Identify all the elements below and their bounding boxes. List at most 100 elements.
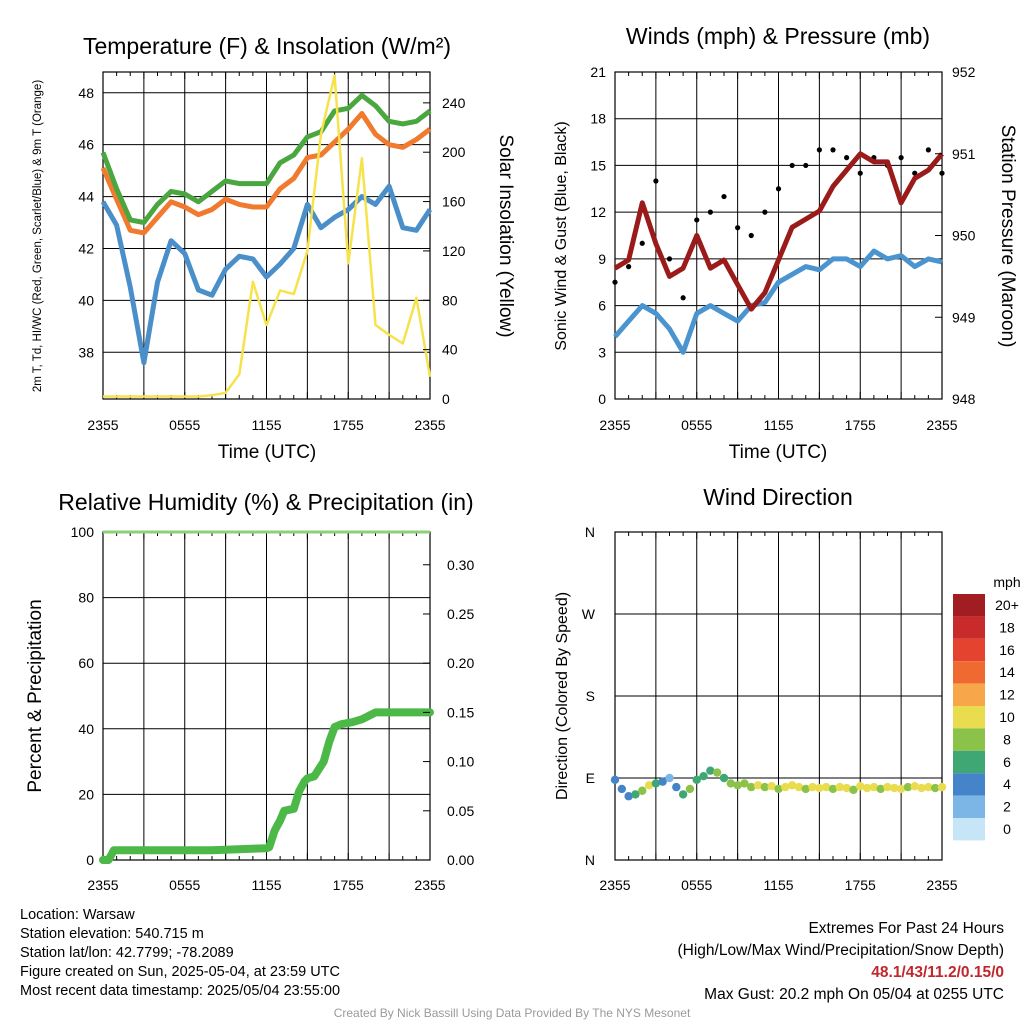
y-tick-label: 18 [590,111,606,127]
y2-tick-label: 0.00 [447,852,474,868]
direction-point [712,768,722,777]
gust-point [803,162,809,169]
x-tick-label: 0555 [169,877,200,893]
direction-point [747,782,756,792]
legend-label: 18 [999,619,1015,635]
winds-series [612,147,945,355]
x-tick-label: 1155 [763,417,793,433]
direction-point [706,766,715,775]
legend-label: 20+ [995,597,1019,613]
direction-point [924,782,933,792]
direction-point [733,781,742,790]
extremes-subtitle: (High/Low/Max Wind/Precipitation/Snow De… [677,942,1005,959]
direction-point [876,784,885,794]
y2-tick-label: 0.15 [447,704,474,720]
gust-point [762,209,768,215]
gust-point [775,186,782,192]
legend-label: 6 [1003,754,1011,770]
station-latlon: Station lat/lon: 42.7799; -78.2089 [20,945,234,961]
y-tick-label: 12 [590,204,606,220]
y2-tick-label: 0 [442,391,450,407]
direction-series [610,766,947,801]
winds-x-ticks: 2355 0555 1155 1755 2355 [599,417,957,433]
direction-point [658,777,667,786]
y-tick-label: 6 [598,298,606,314]
humidity-y2-ticks: 0.00 0.05 0.10 0.15 0.20 0.25 0.30 [423,557,474,868]
direction-point [726,779,736,788]
gust-point [639,240,645,246]
x-tick-label: 1755 [333,417,364,433]
insolation-line [103,74,432,398]
pressure-line [613,151,944,312]
legend-swatch [953,683,985,706]
winds-y2-ticks: 948 949 950 951 952 [935,64,976,407]
direction-point [753,781,763,790]
direction-point [930,783,940,793]
y-tick-label: 21 [590,64,606,80]
extremes-info: Extremes For Past 24 Hours (High/Low/Max… [678,918,1005,1006]
y-tick-label: 100 [71,524,95,540]
legend-label: 4 [1003,776,1011,792]
legend-label: 2 [1003,799,1011,815]
x-tick-label: 1755 [333,877,364,893]
humidity-series [99,530,434,864]
y2-tick-label: 0.20 [447,655,474,671]
gust-point [626,264,632,270]
gust-point [898,155,904,161]
extremes-values: 48.1/43/11.2/0.15/0 [871,964,1004,981]
temperature-grid [102,72,431,399]
direction-point [821,782,831,792]
y2-tick-label: 160 [442,194,466,210]
x-tick-label: 0555 [169,417,200,433]
y-tick-label: 40 [78,721,94,737]
direction-point [937,782,947,792]
gust-point [680,295,686,301]
extremes-title: Extremes For Past 24 Hours [808,920,1004,937]
direction-title: Wind Direction [703,484,853,510]
direction-point [767,782,776,791]
legend-label: 8 [1003,731,1011,747]
y-tick-label: 80 [78,590,94,606]
winds-title: Winds (mph) & Pressure (mb) [626,23,930,49]
winds-ylabel: Sonic Wind & Gust (Blue, Black) [553,121,570,350]
direction-point [801,784,810,794]
x-tick-label: 1155 [251,417,281,433]
direction-point [774,784,783,794]
y-tick-label: W [582,606,596,622]
y2-tick-label: 952 [952,64,976,80]
y2-tick-label: 951 [952,146,976,162]
temperature-xlabel: Time (UTC) [218,442,317,463]
humidity-y-ticks: 0 20 40 60 80 100 [71,524,95,868]
y-tick-label: 48 [78,85,94,101]
y-tick-label: E [586,770,595,786]
station-elevation: Station elevation: 540.715 m [20,926,204,942]
y2-tick-label: 949 [952,309,976,325]
direction-grid [614,532,943,860]
direction-point [890,783,899,793]
gust-point [925,147,931,153]
direction-point [665,773,674,783]
direction-y-ticks: N E S W N [582,524,596,868]
station-location: Location: Warsaw [20,907,135,923]
y-tick-label: N [585,852,595,868]
direction-point [842,783,851,793]
gust-point [857,170,863,176]
gust-point [694,217,700,223]
temperature-line [100,92,432,225]
winds-panel: Winds (mph) & Pressure (mb) 0 3 6 9 12 15 18 21… [553,23,1018,463]
direction-point [828,784,838,794]
legend-swatch [953,638,985,662]
direction-point [787,781,797,790]
humidity-grid [102,532,431,860]
temperature-y2-ticks: 0 40 80 120 160 200 240 [423,95,466,407]
legend-label: 14 [999,664,1015,680]
y-tick-label: 15 [590,157,606,173]
speed-legend: 20+ 18 16 14 12 10 8 6 4 2 0 [953,594,1019,841]
y-tick-label: 38 [78,344,94,360]
gust-point [789,162,795,169]
x-tick-label: 0555 [681,417,712,433]
direction-point [883,782,892,792]
direction-point [644,781,654,790]
x-tick-label: 2355 [87,877,118,893]
